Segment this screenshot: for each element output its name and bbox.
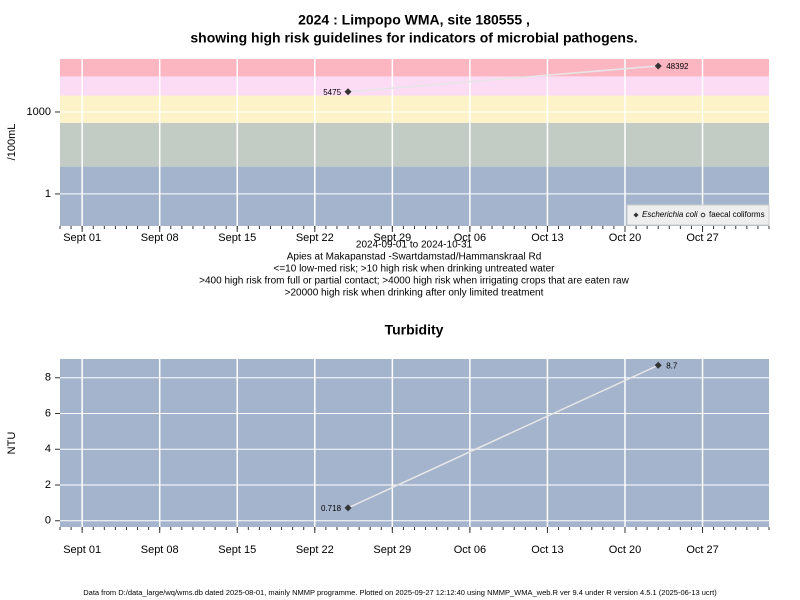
x-tick-label: Oct 06 xyxy=(454,232,486,244)
chart-title: Turbidity xyxy=(385,322,444,338)
chart-title: showing high risk guidelines for indicat… xyxy=(190,30,637,46)
x-tick-label: Oct 20 xyxy=(609,232,641,244)
y-tick-label: 0 xyxy=(45,515,51,527)
y-tick-label: 1 xyxy=(45,188,51,200)
value-label: 0.718 xyxy=(321,504,342,513)
x-tick-label: Sept 22 xyxy=(296,544,334,556)
x-tick-label: Oct 13 xyxy=(531,232,563,244)
x-tick-label: Sept 29 xyxy=(373,232,411,244)
annotation: <=10 low-med risk; >10 high risk when dr… xyxy=(274,264,556,275)
plot-background xyxy=(60,359,769,527)
risk-band xyxy=(60,122,769,167)
annotation: >20000 high risk when drinking after onl… xyxy=(285,288,544,299)
y-axis-label: /100mL xyxy=(6,124,18,161)
y-tick-label: 8 xyxy=(45,372,51,384)
annotation: 2024-09-01 to 2024-10-31 xyxy=(356,240,473,251)
footer: Data from D:/data_large/wq/wms.db dated … xyxy=(83,588,717,597)
x-tick-label: Oct 27 xyxy=(686,232,718,244)
x-tick-label: Oct 06 xyxy=(454,544,486,556)
x-tick-label: Oct 13 xyxy=(531,544,563,556)
value-label: 8.7 xyxy=(666,361,678,370)
x-tick-label: Sept 29 xyxy=(373,544,411,556)
legend-label: faecal coliforms xyxy=(709,210,765,219)
value-label: 48392 xyxy=(666,62,689,71)
data-point xyxy=(344,504,352,512)
x-tick-label: Sept 01 xyxy=(63,232,101,244)
data-line xyxy=(347,65,659,93)
x-tick-label: Sept 22 xyxy=(296,232,334,244)
legend-marker xyxy=(633,212,639,218)
data-point xyxy=(654,62,662,70)
x-tick-label: Sept 15 xyxy=(218,232,256,244)
annotation: >400 high risk from full or partial cont… xyxy=(199,276,629,287)
risk-band xyxy=(60,95,769,123)
data-point xyxy=(344,88,352,96)
legend-box xyxy=(626,204,770,226)
annotation: Apies at Makapanstad -Swartdamstad/Hamma… xyxy=(287,252,542,263)
y-tick-label: 6 xyxy=(45,407,51,419)
data-line xyxy=(347,364,659,509)
x-tick-label: Sept 15 xyxy=(218,544,256,556)
x-tick-label: Oct 20 xyxy=(609,544,641,556)
data-point xyxy=(654,361,662,369)
risk-band xyxy=(60,59,769,77)
chart-title: 2024 : Limpopo WMA, site 180555 , xyxy=(298,12,530,28)
y-tick-label: 2 xyxy=(45,479,51,491)
x-tick-label: Sept 08 xyxy=(141,232,179,244)
y-tick-label: 4 xyxy=(45,443,51,455)
legend-label: Escherichia coli xyxy=(642,210,698,219)
x-tick-label: Oct 27 xyxy=(686,544,718,556)
x-tick-label: Sept 01 xyxy=(63,544,101,556)
y-tick-label: 1000 xyxy=(27,106,51,118)
legend-marker xyxy=(700,212,706,218)
value-label: 5475 xyxy=(323,88,341,97)
y-axis-label: NTU xyxy=(6,432,18,455)
x-tick-label: Sept 08 xyxy=(141,544,179,556)
